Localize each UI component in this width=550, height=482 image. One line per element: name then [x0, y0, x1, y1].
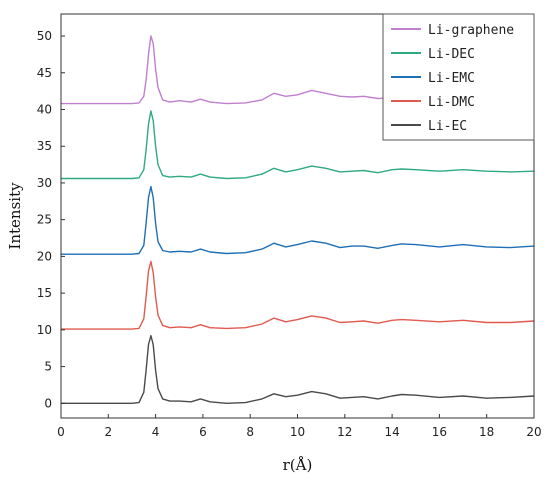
y-tick-label: 0: [44, 396, 52, 410]
y-tick-label: 50: [37, 29, 52, 43]
x-tick-label: 4: [152, 425, 160, 439]
x-tick-label: 18: [479, 425, 494, 439]
x-axis: 0 2 4 6 8 10 12 14 16 18 20: [57, 414, 542, 439]
y-tick-label: 35: [37, 139, 52, 153]
y-tick-label: 45: [37, 66, 52, 80]
y-tick-label: 40: [37, 102, 52, 116]
series-line-li-emc: [61, 185, 535, 255]
y-tick-label: 30: [37, 176, 52, 190]
x-tick-label: 12: [337, 425, 352, 439]
y-tick-label: 10: [37, 323, 52, 337]
legend-entry: Li-EMC: [428, 71, 475, 86]
series-line-li-dmc: [61, 260, 535, 330]
legend-entry: Li-DMC: [428, 95, 475, 110]
legend: Li-graphene Li-DEC Li-EMC Li-DMC Li-EC: [382, 13, 535, 141]
y-tick-label: 25: [37, 213, 52, 227]
y-axis: 0 5 10 15 20 25 30 35 40 45 50: [37, 29, 65, 410]
x-tick-label: 16: [432, 425, 447, 439]
series-line-li-ec: [61, 335, 535, 404]
x-tick-label: 6: [199, 425, 207, 439]
y-tick-label: 5: [44, 360, 52, 374]
x-tick-label: 2: [104, 425, 112, 439]
x-tick-label: 20: [526, 425, 541, 439]
legend-entry: Li-DEC: [428, 47, 475, 62]
x-tick-label: 14: [384, 425, 399, 439]
legend-entry: Li-graphene: [428, 23, 514, 38]
y-tick-label: 15: [37, 286, 52, 300]
x-tick-label: 10: [290, 425, 305, 439]
x-tick-label: 0: [57, 425, 65, 439]
y-tick-label: 20: [37, 249, 52, 263]
series-line-li-dec: [61, 110, 535, 180]
y-axis-title: Intensity: [6, 182, 24, 250]
x-axis-title: r(Å): [283, 456, 313, 474]
x-tick-label: 8: [246, 425, 254, 439]
legend-entry: Li-EC: [428, 119, 467, 134]
